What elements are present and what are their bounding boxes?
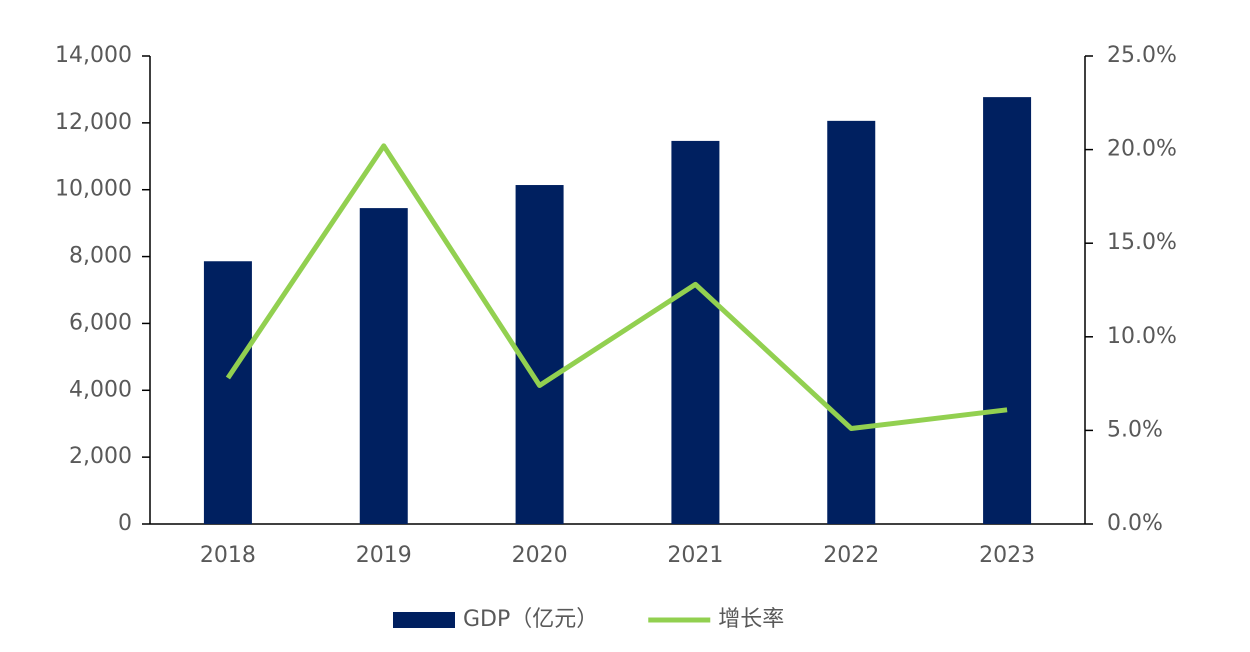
y-tick-label: 4,000 [69, 377, 132, 402]
y2-tick-label: 15.0% [1107, 230, 1177, 255]
y-tick-label: 8,000 [69, 244, 132, 269]
legend-label: GDP（亿元） [463, 607, 598, 632]
bar [671, 140, 720, 524]
x-tick-label: 2022 [823, 543, 879, 568]
legend-label: 增长率 [718, 607, 784, 632]
y-tick-label: 10,000 [55, 177, 132, 202]
y2-tick-label: 20.0% [1107, 137, 1177, 162]
line [225, 143, 1008, 432]
bar [359, 208, 408, 524]
y-tick-label: 14,000 [55, 43, 132, 68]
y-tick-label: 0 [118, 511, 132, 536]
x-tick-label: 2023 [979, 543, 1035, 568]
bar [983, 97, 1032, 525]
x-tick-label: 2019 [356, 543, 412, 568]
y2-tick-label: 25.0% [1107, 43, 1177, 68]
y-tick-label: 6,000 [69, 310, 132, 335]
bar [203, 261, 252, 524]
y-tick-label: 2,000 [69, 444, 132, 469]
x-tick-label: 2018 [200, 543, 256, 568]
y2-tick-label: 10.0% [1107, 324, 1177, 349]
x-tick-label: 2020 [512, 543, 568, 568]
bar [515, 185, 564, 524]
legend-swatch [393, 612, 455, 628]
y2-tick-label: 0.0% [1107, 511, 1163, 536]
bar [827, 120, 876, 524]
x-tick-label: 2021 [667, 543, 723, 568]
y2-tick-label: 5.0% [1107, 417, 1163, 442]
y-tick-label: 12,000 [55, 110, 132, 135]
